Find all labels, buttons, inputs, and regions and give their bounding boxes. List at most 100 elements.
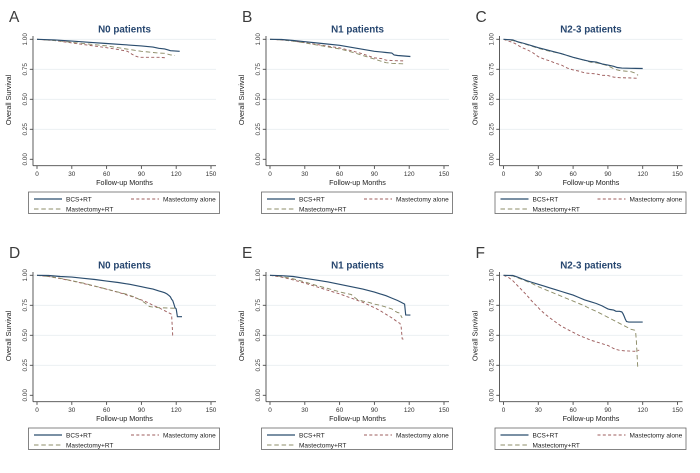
legend-box	[261, 191, 453, 214]
panel-title: N2-3 patients	[560, 261, 622, 272]
x-tick-label: 30	[68, 407, 76, 414]
series-bcs_rt	[36, 38, 180, 52]
x-tick-label: 150	[206, 407, 217, 414]
series-mastectomy_rt	[36, 38, 176, 56]
y-tick-label: 0.50	[255, 329, 262, 342]
panel-D: D N0 patients 0.00 0.25 0.50 0.75 1.00 0 30 60 90 1…	[0, 236, 233, 473]
x-tick-label: 30	[535, 407, 543, 414]
x-tick-label: 0	[35, 407, 39, 414]
y-tick-label: 0.25	[22, 123, 29, 136]
series-mastectomy_alone	[36, 38, 167, 59]
y-tick-label: 0.50	[22, 93, 29, 106]
panel-A: A N0 patients 0.00 0.25 0.50 0.75 1.00 0 30 60 90 1…	[0, 0, 233, 236]
y-tick-label: 1.00	[22, 33, 29, 46]
panel-letter: F	[476, 245, 485, 262]
legend: BCS+RT Mastectomy alone Mastectomy+RT	[494, 191, 687, 214]
legend-label: Mastectomy+RT	[299, 206, 346, 213]
legend-box	[261, 427, 453, 450]
series-mastectomy_rt	[269, 274, 403, 319]
y-tick-label: 0.25	[489, 359, 496, 372]
panel-letter: B	[242, 9, 252, 26]
y-tick-label: 0.50	[489, 329, 496, 342]
x-axis-label: Follow-up Months	[329, 414, 386, 423]
panel-title: N2-3 patients	[560, 25, 622, 36]
x-tick-label: 120	[171, 171, 182, 178]
x-tick-label: 90	[604, 171, 612, 178]
legend-label: BCS+RT	[533, 196, 559, 203]
panel-B-chart: B N1 patients 0.00 0.25 0.50 0.75 1.00 0 30 60 90 1…	[237, 9, 453, 214]
legend-label: Mastectomy alone	[396, 196, 449, 203]
series-mastectomy_rt	[269, 38, 405, 65]
x-tick-label: 90	[138, 407, 146, 414]
legend-label: Mastectomy alone	[163, 196, 216, 203]
legend-label: BCS+RT	[533, 432, 559, 439]
y-tick-label: 0.75	[22, 63, 29, 76]
legend-label: Mastectomy+RT	[533, 206, 580, 213]
legend: BCS+RT Mastectomy alone Mastectomy+RT	[261, 427, 453, 450]
panel-letter: A	[9, 9, 20, 26]
y-tick-label: 0.00	[255, 153, 262, 166]
x-tick-label: 120	[171, 407, 182, 414]
series-mastectomy_rt	[503, 38, 639, 76]
x-axis-label: Follow-up Months	[96, 414, 153, 423]
x-tick-label: 30	[68, 171, 76, 178]
series-mastectomy_alone	[503, 274, 640, 352]
y-axis-label: Overall Survival	[237, 74, 246, 125]
x-tick-label: 60	[103, 407, 111, 414]
series-mastectomy_rt	[36, 274, 177, 309]
y-axis-label: Overall Survival	[471, 310, 480, 361]
x-tick-label: 0	[502, 407, 506, 414]
legend-box	[494, 427, 687, 450]
panel-F-chart: F N2-3 patients 0.00 0.25 0.50 0.75 1.00 0 30 60 9…	[471, 245, 687, 450]
legend: BCS+RT Mastectomy alone Mastectomy+RT	[28, 427, 220, 450]
y-tick-label: 0.75	[489, 63, 496, 76]
legend-box	[28, 427, 220, 450]
x-tick-label: 90	[138, 171, 146, 178]
legend-label: BCS+RT	[66, 196, 92, 203]
x-tick-label: 90	[371, 407, 379, 414]
x-tick-label: 150	[672, 407, 683, 414]
x-tick-label: 90	[604, 407, 612, 414]
legend-box	[28, 191, 220, 214]
panel-C-chart: C N2-3 patients 0.00 0.25 0.50 0.75 1.00 0 30 60 9…	[471, 9, 687, 214]
y-tick-label: 0.00	[489, 389, 496, 402]
x-tick-label: 0	[502, 171, 506, 178]
x-tick-label: 60	[103, 171, 111, 178]
series-mastectomy_alone	[269, 274, 405, 340]
y-tick-label: 0.75	[255, 63, 262, 76]
x-axis-label: Follow-up Months	[329, 178, 386, 187]
y-tick-label: 0.50	[255, 93, 262, 106]
y-tick-label: 0.25	[22, 359, 29, 372]
legend-label: Mastectomy alone	[396, 432, 449, 439]
x-axis-label: Follow-up Months	[563, 178, 620, 187]
x-tick-label: 150	[439, 171, 450, 178]
y-tick-label: 1.00	[489, 33, 496, 46]
x-tick-label: 60	[336, 171, 344, 178]
panel-E: E N1 patients 0.00 0.25 0.50 0.75 1.00 0 30 60 90 1…	[233, 236, 466, 473]
panel-title: N1 patients	[331, 261, 384, 272]
panel-D-chart: D N0 patients 0.00 0.25 0.50 0.75 1.00 0 30 60 90 1…	[4, 245, 220, 450]
panel-letter: D	[9, 245, 20, 262]
series-bcs_rt	[503, 38, 643, 70]
y-axis-label: Overall Survival	[237, 310, 246, 361]
panel-F: F N2-3 patients 0.00 0.25 0.50 0.75 1.00 0 30 60 9…	[466, 236, 700, 473]
y-axis-label: Overall Survival	[4, 74, 13, 125]
y-tick-label: 0.50	[22, 329, 29, 342]
panel-A-chart: A N0 patients 0.00 0.25 0.50 0.75 1.00 0 30 60 90 1…	[4, 9, 220, 214]
series-bcs_rt	[269, 38, 411, 58]
legend-label: BCS+RT	[66, 432, 92, 439]
x-axis-label: Follow-up Months	[96, 178, 153, 187]
x-tick-label: 120	[404, 171, 415, 178]
y-tick-label: 0.00	[489, 153, 496, 166]
y-tick-label: 0.25	[255, 359, 262, 372]
x-tick-label: 120	[404, 407, 415, 414]
y-tick-label: 0.75	[489, 299, 496, 312]
x-tick-label: 0	[268, 407, 272, 414]
x-tick-label: 30	[301, 407, 309, 414]
y-axis-label: Overall Survival	[471, 74, 480, 125]
series-bcs_rt	[503, 274, 643, 323]
x-tick-label: 150	[206, 171, 217, 178]
legend-label: Mastectomy+RT	[66, 442, 113, 449]
y-tick-label: 0.25	[489, 123, 496, 136]
